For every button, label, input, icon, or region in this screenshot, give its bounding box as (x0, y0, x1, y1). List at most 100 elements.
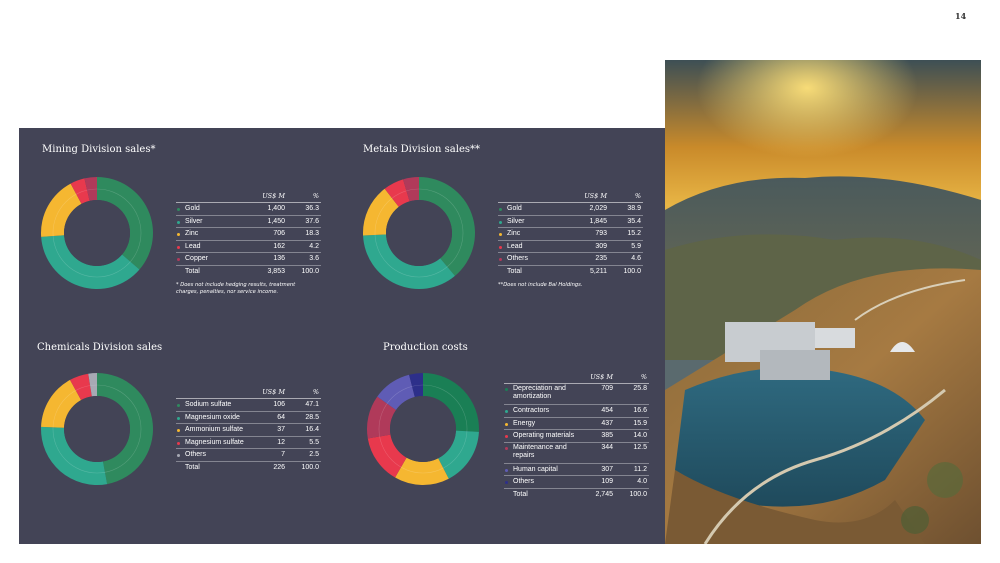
table-total-row: Total 2,745 100.0 (504, 489, 649, 501)
row-percent: 14.0 (633, 432, 647, 439)
row-percent: 15.2 (627, 230, 641, 237)
table-row: Others 109 4.0 (504, 476, 649, 489)
row-percent: 5.5 (309, 438, 319, 446)
row-label: Human capital (513, 465, 558, 473)
row-value: 344 (601, 443, 613, 451)
row-label: Magnesium sulfate (185, 438, 244, 446)
row-percent: 4.2 (309, 242, 319, 250)
table-total-row: Total 5,211 100.0 (498, 266, 643, 278)
table-header: US$ M% (504, 373, 649, 384)
table-row: Others 235 4.6 (498, 253, 643, 266)
legend-dot-icon (177, 416, 180, 420)
table-row: Energy 437 15.9 (504, 418, 649, 430)
donut-slice-others (88, 373, 97, 397)
total-label: Total (513, 490, 528, 498)
page-number: 14 (955, 11, 967, 21)
table-row: Sodium sulfate 106 47.1 (176, 399, 321, 412)
mining-footnote: * Does not include hedging results, trea… (176, 282, 296, 295)
percent-header: % (312, 192, 319, 200)
donut-slice-depreciation-and-amortization (423, 373, 479, 432)
table-row: Magnesium oxide 64 28.5 (176, 412, 321, 424)
production-table: US$ M% Depreciation and amortization 709 25… (504, 373, 649, 500)
legend-dot-icon (505, 435, 508, 438)
legend-dot-icon (177, 220, 180, 224)
total-value: 226 (273, 463, 285, 471)
row-percent: 11.2 (633, 465, 647, 473)
table-row: Operating materials 385 14.0 (504, 430, 649, 443)
metals-table: US$ M% Gold 2,029 38.9 Silver 1,845 35.4 Zinc 79… (498, 192, 643, 277)
metals-title: Metals Division sales** (363, 144, 481, 155)
legend-dot-icon (177, 258, 180, 261)
donut-slice-ammonium-sulfate (41, 379, 82, 428)
row-value: 136 (273, 255, 285, 262)
row-percent: 5.9 (631, 242, 641, 250)
row-label: Silver (507, 217, 525, 225)
donut-slice-zinc (41, 183, 82, 237)
legend-dot-icon (177, 441, 180, 445)
row-value: 106 (273, 401, 285, 408)
row-label: Gold (185, 205, 200, 212)
row-percent: 2.5 (309, 451, 319, 458)
mine-landscape-illustration (665, 60, 981, 544)
row-label: Sodium sulfate (185, 401, 232, 408)
donut-slice-magnesium-oxide (40, 426, 108, 485)
donut-slice-magnesium-sulfate (70, 373, 92, 401)
row-percent: 28.5 (305, 413, 319, 421)
donut-slice-others (409, 373, 423, 398)
legend-dot-icon (505, 446, 508, 450)
donut-slice-sodium-sulfate (97, 373, 153, 485)
row-value: 307 (601, 465, 613, 473)
mining-title: Mining Division sales* (42, 144, 156, 155)
row-percent: 4.6 (631, 255, 641, 262)
chemicals-donut-chart (40, 373, 153, 485)
row-value: 37 (277, 426, 285, 433)
row-label: Ammonium sulfate (185, 426, 243, 433)
total-percent: 100.0 (301, 267, 319, 275)
donut-slice-copper (84, 177, 97, 201)
donut-slice-others (403, 177, 419, 202)
table-row: Maintenance and repairs 344 12.5 (504, 443, 649, 464)
table-row: Others 7 2.5 (176, 449, 321, 462)
row-label: Silver (185, 217, 203, 225)
row-value: 7 (281, 451, 285, 458)
chemicals-title: Chemicals Division sales (37, 342, 163, 353)
legend-dot-icon (505, 481, 508, 484)
metals-donut-chart (363, 177, 475, 289)
mining-table: US$ M% Gold 1,400 36.3 Silver 1,450 37.6 Zinc 70… (176, 192, 321, 277)
legend-dot-icon (505, 388, 508, 391)
row-value: 437 (601, 419, 613, 427)
row-label: Zinc (507, 230, 521, 237)
legend-dot-icon (499, 220, 502, 224)
table-row: Copper 136 3.6 (176, 253, 321, 266)
table-row: Zinc 793 15.2 (498, 228, 643, 241)
row-value: 706 (273, 230, 285, 237)
row-percent: 16.4 (305, 426, 319, 433)
legend-dot-icon (505, 468, 508, 472)
row-value: 12 (277, 438, 285, 446)
row-value: 309 (595, 242, 607, 250)
donut-slice-gold (419, 177, 475, 276)
total-percent: 100.0 (301, 463, 319, 471)
legend-dot-icon (177, 233, 180, 236)
donut-slice-zinc (363, 188, 399, 236)
row-percent: 35.4 (627, 217, 641, 225)
production-title: Production costs (383, 342, 468, 353)
donut-hole (64, 396, 130, 462)
donut-slice-maintenance-and-repairs (367, 396, 397, 439)
table-row: Zinc 706 18.3 (176, 228, 321, 241)
mining-donut-chart (41, 177, 153, 289)
total-percent: 100.0 (629, 490, 647, 498)
table-row: Lead 309 5.9 (498, 241, 643, 253)
donut-slice-human-capital (377, 374, 415, 410)
table-header: US$ M% (176, 192, 321, 203)
chemicals-table: US$ M% Sodium sulfate 106 47.1 Magnesium oxi… (176, 388, 321, 473)
table-row: Silver 1,845 35.4 (498, 216, 643, 228)
legend-dot-icon (499, 233, 502, 236)
table-row: Ammonium sulfate 37 16.4 (176, 424, 321, 437)
legend-dot-icon (177, 404, 180, 407)
unit-header: US$ M (262, 388, 285, 396)
row-label: Gold (507, 205, 522, 212)
table-row: Human capital 307 11.2 (504, 464, 649, 476)
row-label: Depreciation and amortization (513, 385, 566, 400)
row-percent: 36.3 (305, 205, 319, 212)
